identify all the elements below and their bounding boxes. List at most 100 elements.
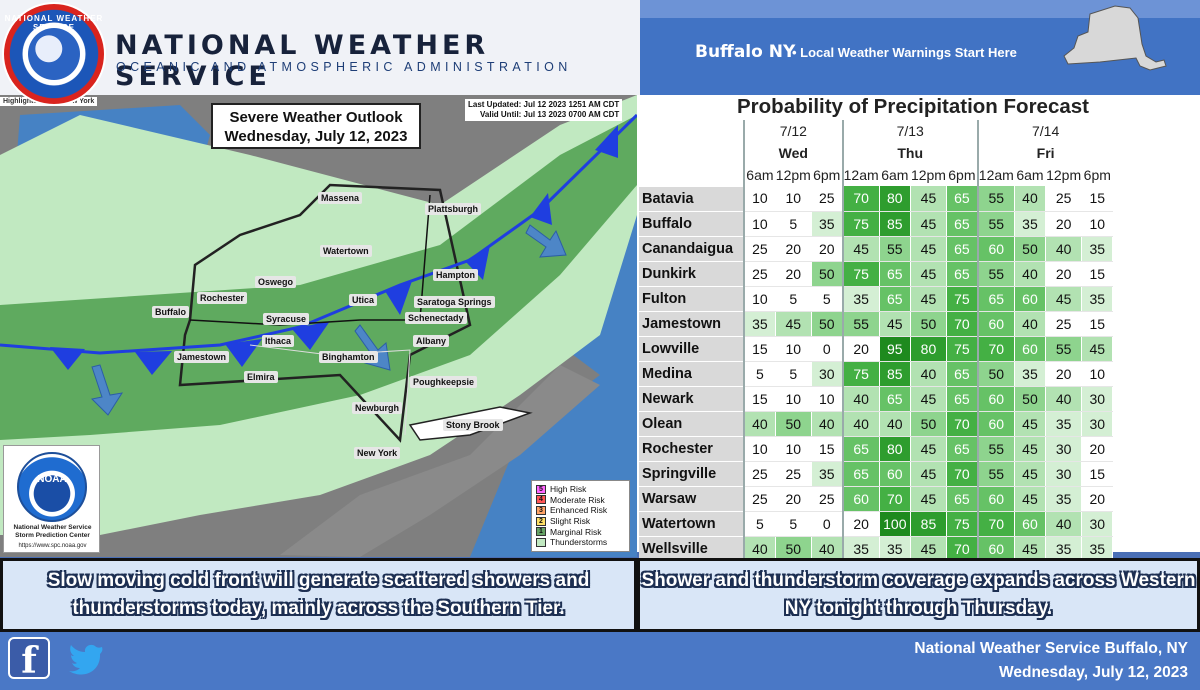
pop-value: 40 [910,361,947,387]
pop-value: 15 [742,336,776,362]
pop-value: 45 [910,286,947,312]
pop-value: 40 [1045,386,1083,412]
pop-value: 65 [879,286,911,312]
pop-value: 10 [811,386,844,412]
pop-value: 65 [946,236,979,262]
pop-value: 65 [946,211,979,237]
pop-value: 60 [976,311,1015,337]
pop-value: 50 [811,311,844,337]
pop-value: 40 [1014,311,1047,337]
pop-corner [639,164,745,187]
spc-url[interactable]: https://www.spc.noaa.gov [18,543,87,549]
pop-corner [639,120,745,143]
pop-value: 45 [1014,461,1047,487]
pop-time-header: 6am [742,164,776,186]
header-strip [640,0,1200,18]
pop-value: 25 [742,261,776,287]
pop-value: 75 [946,511,979,537]
legend-item: 2 Slight Risk [536,516,625,527]
pop-row: Newark 15 10 10 40 65 45 65 60 50 40 30 [639,386,1114,412]
pop-value: 55 [976,436,1015,462]
pop-value: 20 [775,261,812,287]
twitter-icon[interactable] [66,638,106,678]
pop-value: 60 [976,411,1015,437]
pop-row: Warsaw 25 20 25 60 70 45 65 60 45 35 20 [639,486,1114,512]
city-oswego: Oswego [255,276,297,288]
pop-value: 35 [1081,536,1114,562]
city-poughkeepsie: Poughkeepsie [410,376,478,388]
legend-swatch [536,537,546,547]
pop-day-row: Wed Thu Fri [639,142,1114,165]
pop-value: 40 [879,411,911,437]
legend-item: 4 Moderate Risk [536,495,625,506]
outlook-date: Wednesday, July 12, 2023 [224,128,408,145]
office-name[interactable]: Buffalo NY [695,42,796,62]
pop-value: 70 [976,511,1015,537]
legend-label: Enhanced Risk [550,505,608,516]
noaa-logo-text: NOAA [37,474,67,485]
pop-value: 15 [1081,311,1114,337]
pop-value: 50 [811,261,844,287]
pop-value: 70 [879,486,911,512]
noaa-logo-icon: NOAA [17,452,87,522]
pop-value: 35 [742,311,776,337]
legend-swatch: 2 [536,516,546,526]
pop-value: 15 [1081,186,1114,212]
facebook-icon[interactable]: f [8,637,50,682]
pop-value: 30 [1045,461,1083,487]
outlook-title: Severe Weather Outlook [229,109,403,126]
pop-value: 70 [841,186,880,212]
pop-value: 35 [1045,411,1083,437]
pop-corner [639,142,745,165]
pop-value: 40 [1045,236,1083,262]
pop-value: 30 [811,361,844,387]
risk-legend: 5 High Risk 4 Moderate Risk 3 Enhanced Risk 2 S… [531,480,630,552]
pop-value: 45 [841,236,880,262]
pop-value: 10 [775,336,812,362]
pop-row: Springville 25 25 35 65 60 45 70 55 45 30 15 [639,461,1114,487]
pop-value: 65 [841,436,880,462]
pop-value: 10 [775,186,812,212]
update-info: Last Updated: Jul 12 2023 1251 AM CDT Va… [465,99,623,121]
pop-value: 35 [1045,536,1083,562]
pop-location: Olean [639,411,745,437]
pop-value: 40 [1014,186,1047,212]
pop-value: 65 [946,261,979,287]
legend-swatch: 4 [536,495,546,505]
pop-value: 25 [1045,311,1083,337]
city-saratoga: Saratoga Springs [414,296,495,308]
pop-value: 20 [1045,261,1083,287]
pop-value: 75 [946,286,979,312]
legend-label: High Risk [550,484,587,495]
pop-row: Jamestown 35 45 50 55 45 50 70 60 40 25 15 [639,311,1114,337]
pop-value: 25 [742,486,776,512]
pop-value: 75 [841,211,880,237]
pop-value: 55 [976,211,1015,237]
pop-location: Canandaigua [639,236,745,262]
legend-swatch: 3 [536,505,546,515]
pop-time-header: 6pm [811,164,844,186]
pop-value: 25 [775,461,812,487]
pop-value: 10 [742,186,776,212]
pop-location: Watertown [639,511,745,537]
pop-value: 85 [910,511,947,537]
pop-row: Watertown 5 5 0 20 100 85 75 70 60 40 30 [639,511,1114,537]
pop-value: 60 [1014,336,1047,362]
spc-name-line2: Storm Prediction Center [15,532,90,539]
pop-value: 40 [742,536,776,562]
pop-time-row: 6am 12pm 6pm 12am 6am 12pm 6pm 12am 6am 12pm 6pm [639,164,1114,187]
pop-value: 25 [811,186,844,212]
pop-row: Lowville 15 10 0 20 95 80 75 70 60 55 45 [639,336,1114,362]
pop-value: 5 [742,511,776,537]
office-tagline: • Local Weather Warnings Start Here [792,45,1017,60]
pop-value: 40 [1045,511,1083,537]
map-graphic [0,95,637,557]
pop-time-header: 12pm [1045,164,1083,186]
legend-label: Marginal Risk [550,526,602,537]
pop-value: 20 [1081,486,1114,512]
pop-time-header: 6pm [1081,164,1114,186]
pop-forecast-panel: Probability of Precipitation Forecast 7/… [637,95,1200,562]
nws-logo-icon[interactable]: NATIONAL WEATHER SERVICE [2,2,106,106]
city-schenectady: Schenectady [405,312,467,324]
pop-value: 30 [1045,436,1083,462]
